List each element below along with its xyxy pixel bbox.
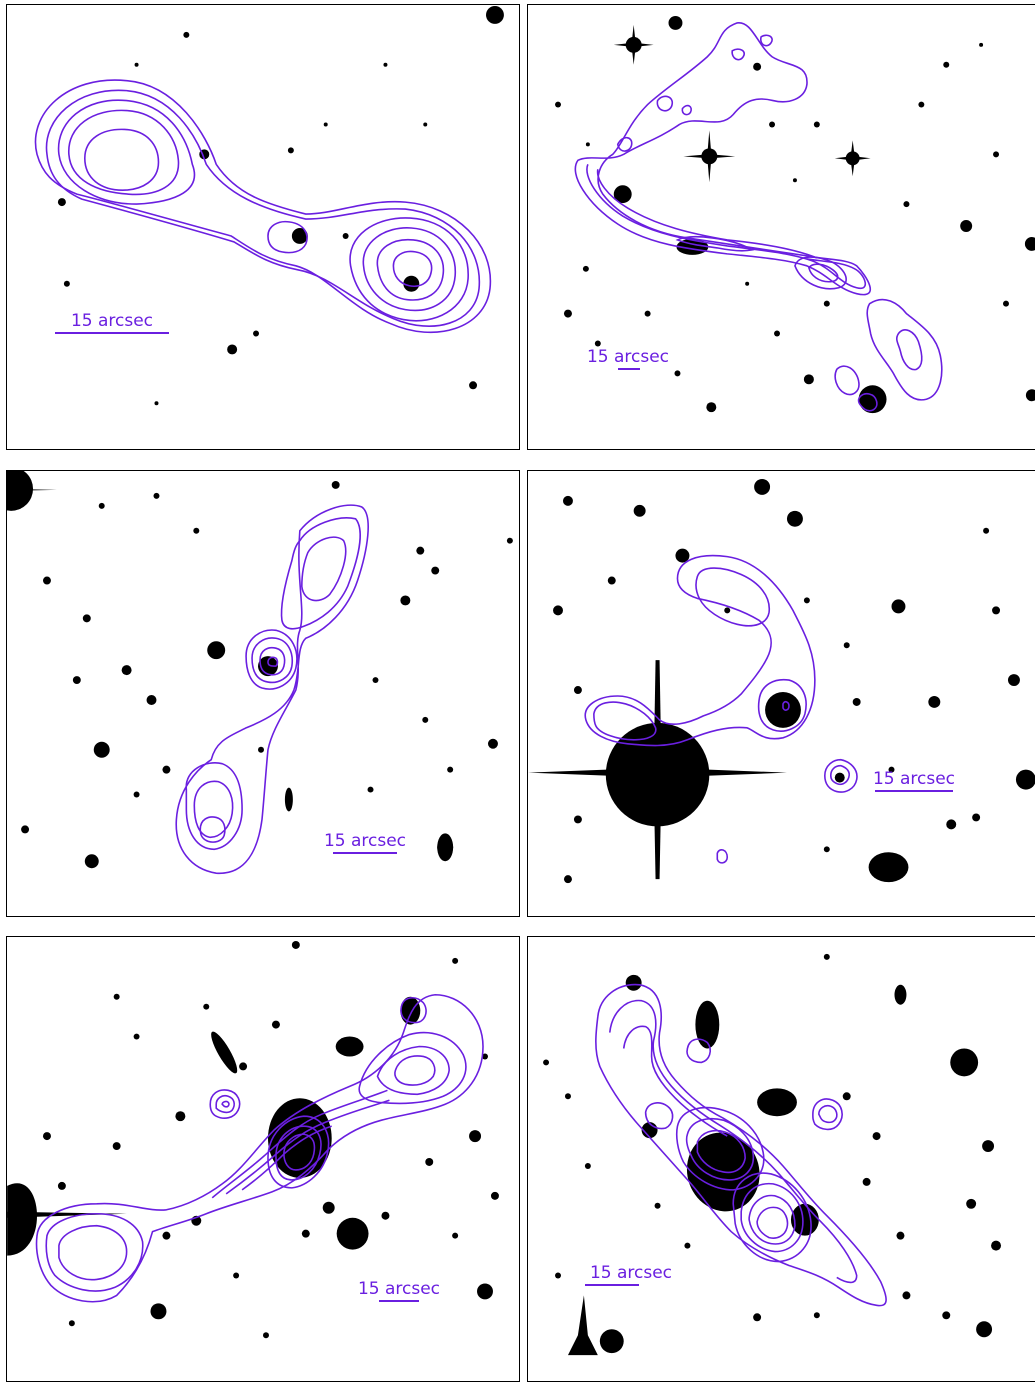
image-panel-3: 15 arcsec (6, 470, 520, 917)
scale-bar: 15 arcsec (583, 1263, 679, 1286)
radio-contour-overlay (555, 15, 1035, 414)
scale-bar-label: 15 arcsec (357, 1279, 441, 1299)
contours (584, 554, 858, 864)
image-panel-1: 15 arcsec (6, 4, 520, 450)
radio-contour-overlay (7, 471, 513, 874)
scale-bar: 15 arcsec (868, 769, 960, 792)
radio-contour-overlay (7, 940, 499, 1339)
image-panel-6: 15 arcsec (527, 936, 1035, 1382)
scale-bar: 15 arcsec (317, 831, 413, 854)
radio-contour-overlay (543, 953, 1002, 1356)
scale-bar-label: 15 arcsec (70, 311, 154, 331)
scale-bar-line (618, 368, 640, 370)
optical-sources (7, 471, 513, 869)
contours (35, 993, 484, 1303)
contours (595, 983, 887, 1307)
scale-bar-label: 15 arcsec (323, 831, 407, 851)
scale-bar-line (333, 852, 397, 854)
optical-sources (555, 15, 1035, 414)
image-panel-2: 15 arcsec (527, 4, 1035, 450)
scale-bar-label: 15 arcsec (872, 769, 956, 789)
radio-contour-overlay (528, 478, 1035, 884)
contours (34, 79, 492, 334)
optical-sources (57, 5, 504, 406)
scale-bar: 15 arcsec (353, 1279, 445, 1302)
scale-bar: 15 arcsec (583, 347, 673, 370)
scale-bar-line (379, 1300, 419, 1302)
image-panel-5: 15 arcsec (6, 936, 520, 1382)
scale-bar: 15 arcsec (55, 311, 169, 334)
scale-bar-label: 15 arcsec (586, 347, 670, 367)
radio-contour-overlay (34, 5, 504, 406)
optical-sources (528, 478, 1035, 884)
scale-bar-line (585, 1284, 639, 1286)
scale-bar-line (55, 332, 169, 334)
image-panel-4: 15 arcsec (527, 470, 1035, 917)
contours (574, 22, 943, 412)
contours (175, 504, 369, 874)
scale-bar-line (875, 790, 953, 792)
scale-bar-label: 15 arcsec (589, 1263, 673, 1283)
